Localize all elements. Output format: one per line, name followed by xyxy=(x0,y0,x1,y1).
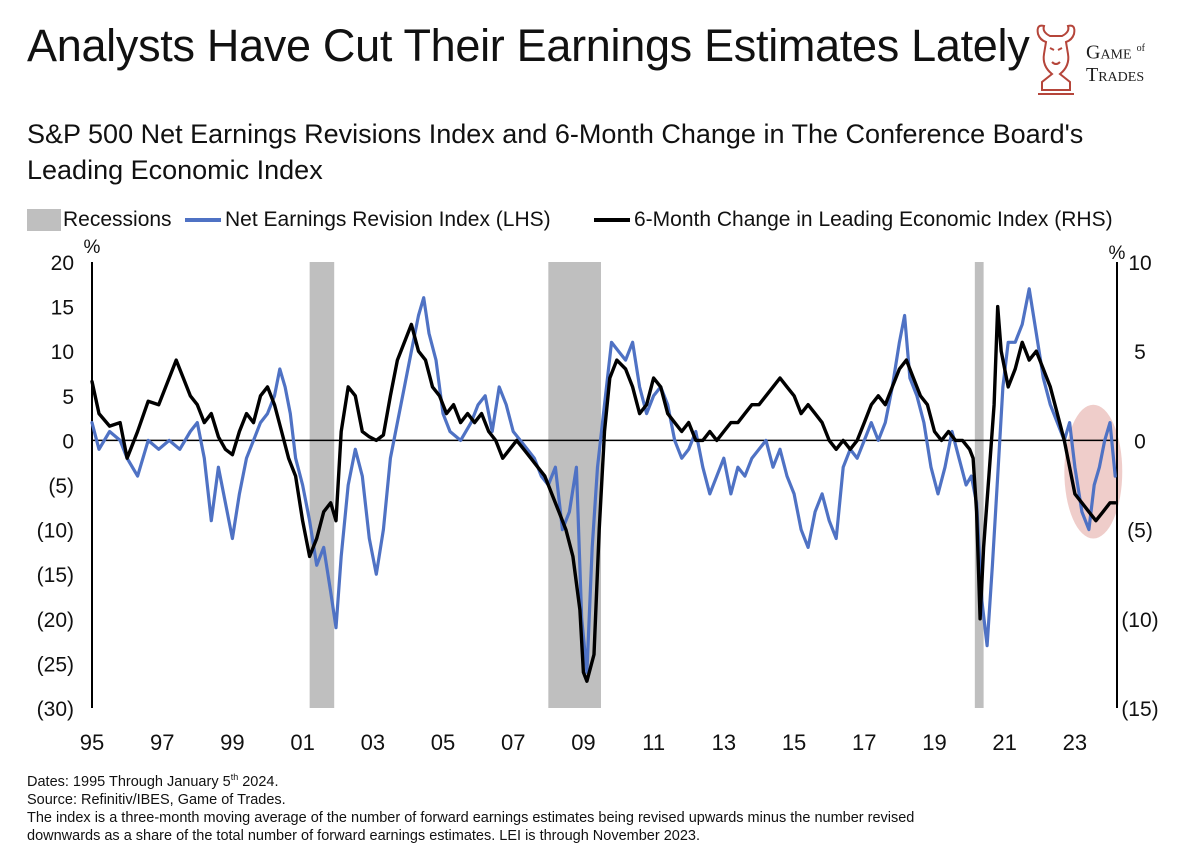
chart-title: Analysts Have Cut Their Earnings Estimat… xyxy=(27,20,1030,71)
y-right-tick-label: 10 xyxy=(1128,252,1151,275)
x-tick-label: 23 xyxy=(1063,730,1087,755)
y-left-tick-label: 0 xyxy=(62,430,74,453)
x-tick-label: 03 xyxy=(361,730,385,755)
footnotes: Dates: 1995 Through January 5th 2024. So… xyxy=(27,768,1177,845)
x-tick-label: 01 xyxy=(290,730,314,755)
y-left-tick-label: (10) xyxy=(37,520,74,543)
y-left-tick-label: (20) xyxy=(37,609,74,632)
series-lines xyxy=(90,287,1117,683)
chart-plot: 20151050(5)(10)(15)(20)(25)(30)%1050(5)(… xyxy=(37,237,1159,755)
y-right-tick-label: 0 xyxy=(1134,430,1146,453)
x-tick-label: 11 xyxy=(642,730,665,755)
tick-labels: 20151050(5)(10)(15)(20)(25)(30)%1050(5)(… xyxy=(37,237,1159,755)
x-tick-label: 17 xyxy=(852,730,876,755)
x-tick-label: 07 xyxy=(501,730,525,755)
series-line-lei-change xyxy=(90,304,1117,683)
y-left-tick-label: 10 xyxy=(51,341,74,364)
logo-word-of: of xyxy=(1136,43,1145,54)
footnote-source: Source: Refinitiv/IBES, Game of Trades. xyxy=(27,791,286,808)
legend-item-recessions: Recessions xyxy=(27,208,172,232)
footnote-description-line1: The index is a three-month moving averag… xyxy=(27,809,915,826)
y-left-tick-label: (15) xyxy=(37,564,74,587)
logo-word-trades: Trades xyxy=(1086,63,1145,86)
legend-label-recessions: Recessions xyxy=(63,208,172,231)
legend-swatch-earnings xyxy=(185,218,221,222)
y-right-tick-label: (10) xyxy=(1121,609,1158,632)
y-left-tick-label: 5 xyxy=(62,386,74,409)
y-left-tick-label: (25) xyxy=(37,653,74,676)
x-tick-label: 19 xyxy=(922,730,946,755)
y-left-unit: % xyxy=(84,237,101,258)
footnote-description-line2: downwards as a share of the total number… xyxy=(27,827,700,844)
footnote-dates-sup: th xyxy=(230,772,239,782)
footnote-dates-text: Dates: 1995 Through January 5 xyxy=(27,773,231,790)
series-line-earnings-revision xyxy=(90,287,1117,674)
axes xyxy=(91,262,1118,708)
y-left-tick-label: (5) xyxy=(48,475,74,498)
legend-swatch-recessions xyxy=(27,209,61,231)
legend-label-lei: 6-Month Change in Leading Economic Index… xyxy=(634,208,1113,231)
y-left-tick-label: (30) xyxy=(37,698,74,721)
x-tick-label: 13 xyxy=(712,730,736,755)
footnote-dates: Dates: 1995 Through January 5th 2024. xyxy=(27,768,1177,791)
x-tick-label: 95 xyxy=(80,730,104,755)
chart-subtitle: S&P 500 Net Earnings Revisions Index and… xyxy=(27,119,1084,185)
y-right-unit: % xyxy=(1109,243,1126,264)
legend-swatch-lei xyxy=(594,218,630,222)
x-tick-label: 99 xyxy=(220,730,244,755)
recession-band-3 xyxy=(974,262,984,708)
legend-item-lei: 6-Month Change in Leading Economic Index… xyxy=(594,208,1113,232)
legend-item-earnings: Net Earnings Revision Index (LHS) xyxy=(185,208,551,232)
x-tick-label: 05 xyxy=(431,730,455,755)
y-right-tick-label: (5) xyxy=(1127,520,1153,543)
x-tick-label: 09 xyxy=(571,730,595,755)
x-tick-label: 15 xyxy=(782,730,806,755)
legend: Recessions Net Earnings Revision Index (… xyxy=(27,208,1187,238)
y-right-tick-label: 5 xyxy=(1134,341,1146,364)
x-tick-label: 21 xyxy=(992,730,1016,755)
y-right-tick-label: (15) xyxy=(1121,698,1158,721)
logo-word-game: Game xyxy=(1086,41,1132,64)
bull-chess-icon xyxy=(1036,24,1076,95)
y-left-tick-label: 15 xyxy=(51,297,74,320)
logo-wordmark: Game of Trades xyxy=(1086,38,1145,86)
footnote-dates-year: 2024. xyxy=(238,773,279,790)
game-of-trades-logo xyxy=(1036,24,1076,95)
y-left-tick-label: 20 xyxy=(51,252,74,275)
recession-band-1 xyxy=(309,262,335,708)
x-tick-label: 97 xyxy=(150,730,174,755)
legend-label-earnings: Net Earnings Revision Index (LHS) xyxy=(225,208,551,231)
